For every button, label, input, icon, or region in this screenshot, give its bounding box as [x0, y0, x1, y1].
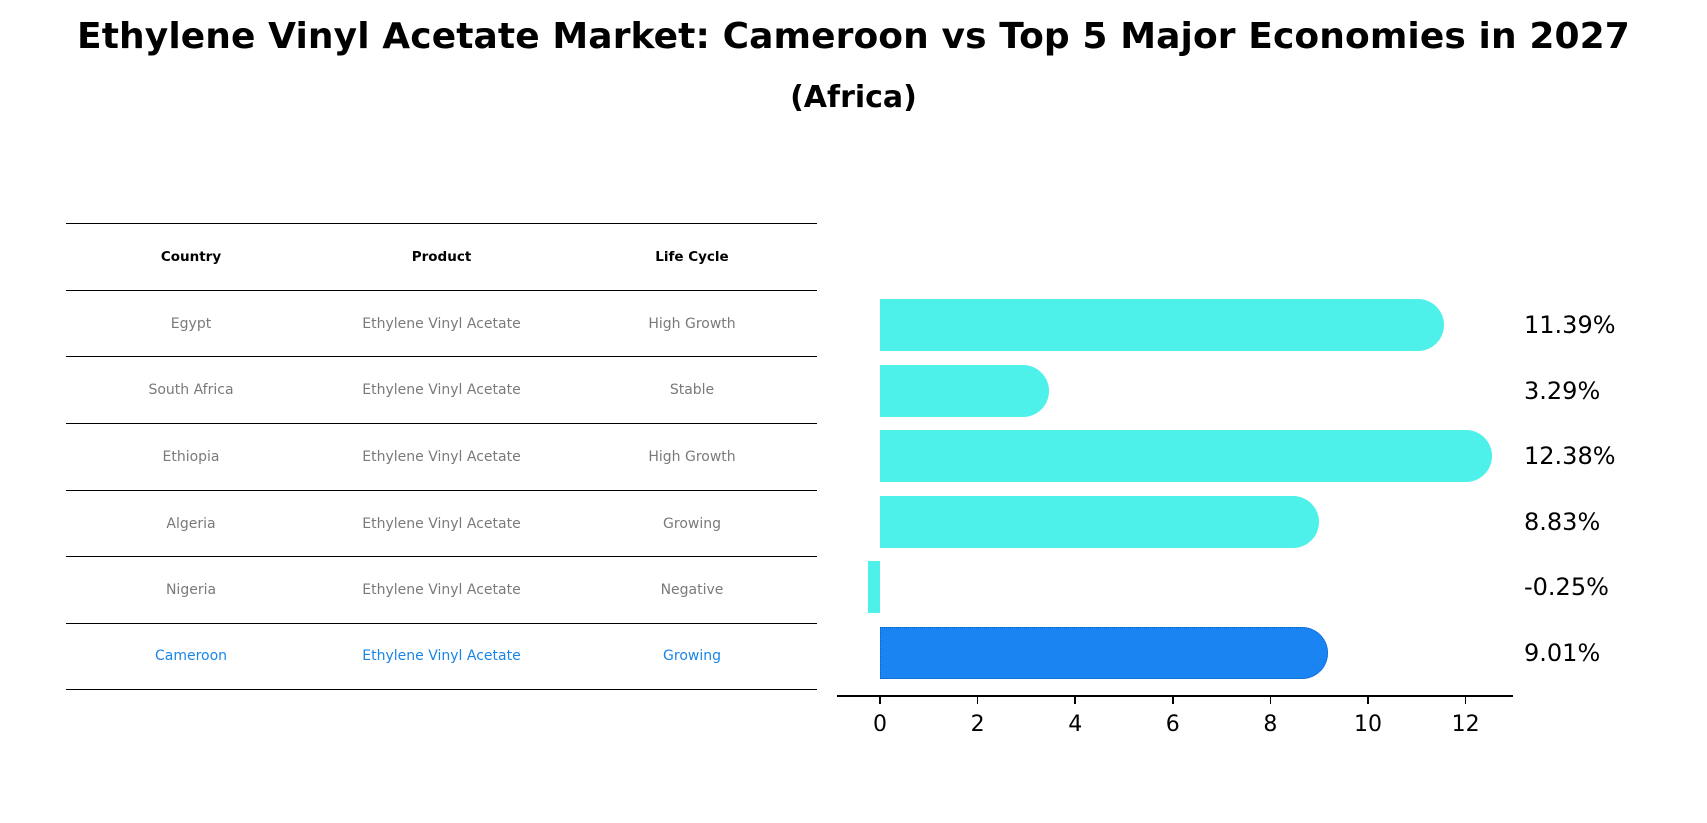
cell-country: Cameroon — [154, 648, 228, 665]
cell-product: Ethylene Vinyl Acetate — [362, 515, 521, 532]
chart-title: Ethylene Vinyl Acetate Market: Cameroon … — [77, 16, 1630, 57]
x-tick-label: 0 — [873, 712, 887, 737]
cell-country: Egypt — [170, 315, 212, 332]
x-tick — [1269, 697, 1272, 704]
cell-country: Algeria — [166, 515, 216, 532]
x-tick — [1172, 697, 1174, 704]
cell-life-cycle: High Growth — [648, 448, 736, 465]
header-product: Product — [411, 248, 472, 265]
table-row: Egypt Ethylene Vinyl Acetate High Growth — [66, 289, 817, 357]
cell-product: Ethylene Vinyl Acetate — [362, 315, 521, 332]
x-tick-label: 4 — [1068, 712, 1083, 737]
cell-country: Nigeria — [165, 582, 217, 599]
cell-product: Ethylene Vinyl Acetate — [362, 582, 521, 599]
cell-product: Ethylene Vinyl Acetate — [362, 382, 521, 399]
bar — [880, 299, 1444, 351]
bar-highlighted — [880, 626, 1328, 679]
cell-country: South Africa — [148, 382, 234, 399]
x-tick-label: 6 — [1165, 712, 1180, 737]
bar-value-label: -0.25% — [1524, 573, 1609, 601]
table-row: South Africa Ethylene Vinyl Acetate Stab… — [66, 356, 817, 423]
table-row: Algeria Ethylene Vinyl Acetate Growing — [66, 489, 817, 557]
cell-product: Ethylene Vinyl Acetate — [362, 448, 521, 465]
cell-life-cycle: Growing — [663, 648, 721, 665]
bar-value-label: 11.39% — [1524, 311, 1616, 339]
x-tick — [1464, 697, 1467, 704]
header-life-cycle: Life Cycle — [655, 248, 729, 265]
x-tick — [976, 697, 979, 704]
table-row: Nigeria Ethylene Vinyl Acetate Negative — [66, 556, 817, 623]
cell-life-cycle: Negative — [660, 582, 724, 599]
bar — [880, 364, 1049, 417]
cell-product: Ethylene Vinyl Acetate — [362, 648, 521, 665]
x-tick — [1074, 697, 1076, 704]
x-tick-label: 10 — [1354, 712, 1382, 737]
bar — [880, 495, 1319, 548]
cell-life-cycle: High Growth — [648, 315, 736, 332]
table-row: Ethiopia Ethylene Vinyl Acetate High Gro… — [66, 423, 817, 490]
bar-value-label: 9.01% — [1524, 638, 1601, 667]
x-tick-label: 2 — [970, 712, 985, 737]
cell-country: Ethiopia — [162, 448, 220, 465]
cell-life-cycle: Stable — [669, 382, 715, 399]
cell-life-cycle: Growing — [663, 515, 721, 532]
chart-subtitle: (Africa) — [790, 80, 917, 115]
table-header-row: Country Product Life Cycle — [66, 223, 817, 290]
x-tick — [879, 697, 881, 704]
bar — [867, 561, 880, 613]
header-country: Country — [160, 248, 222, 265]
data-table: Country Product Life Cycle Egypt Ethylen… — [66, 223, 817, 690]
bar-value-label: 8.83% — [1524, 507, 1601, 536]
table-row-highlighted: Cameroon Ethylene Vinyl Acetate Growing — [66, 623, 817, 690]
bar-value-label: 3.29% — [1524, 376, 1601, 405]
x-tick — [1367, 697, 1369, 704]
bar — [880, 430, 1493, 482]
x-tick-label: 12 — [1451, 712, 1480, 737]
bar-value-label: 12.38% — [1524, 442, 1616, 470]
x-tick-label: 8 — [1263, 712, 1278, 737]
x-axis-line — [837, 695, 1513, 697]
